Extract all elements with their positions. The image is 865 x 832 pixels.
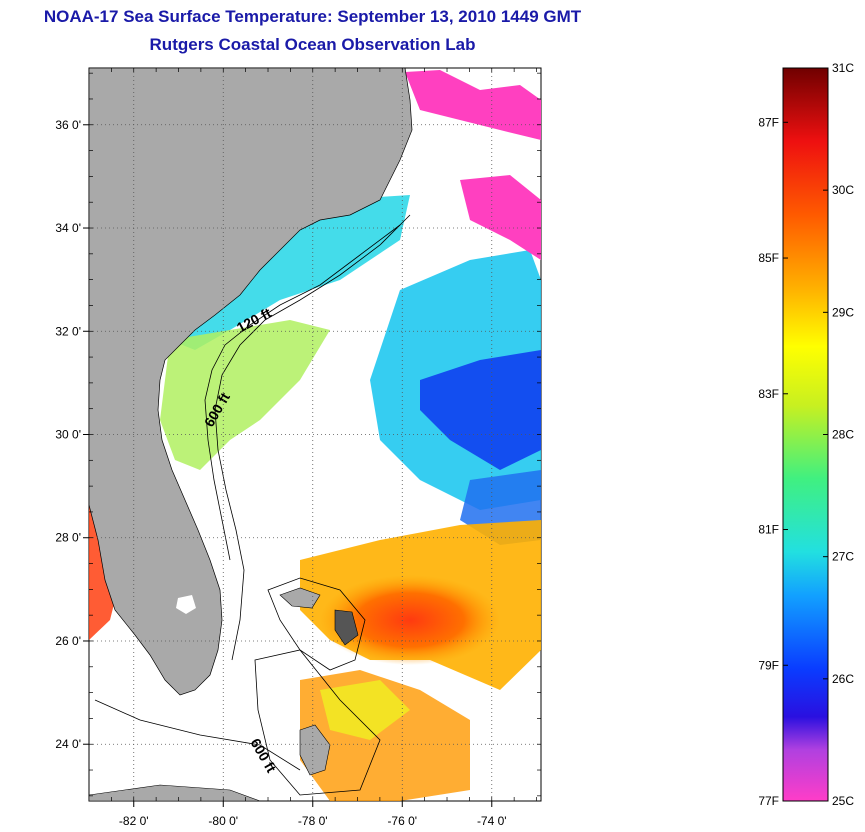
sst-yellow-patch <box>320 680 410 740</box>
colorbar-f-label: 79F <box>758 658 779 672</box>
colorbar-c-label: 29C <box>832 305 854 319</box>
sst-pink-east <box>460 175 541 260</box>
sst-offshore-blue <box>420 350 541 470</box>
colorbar-ticks: 25C 26C 27C 28C 29C 30C 31C 77F 79F 81F 83F 85F 87F <box>758 61 854 808</box>
colorbar-c-label: 30C <box>832 183 854 197</box>
map-grid <box>89 68 541 801</box>
colorbar-f-label: 77F <box>758 794 779 808</box>
map-title: NOAA-17 Sea Surface Temperature: Septemb… <box>43 7 582 26</box>
colorbar-f-label: 81F <box>758 523 779 537</box>
colorbar-c-label: 27C <box>832 550 854 564</box>
map-axis-ticks: -82 0' -80 0' -78 0' -76 0' -74 0' 24 0' 26 0'… <box>55 68 541 828</box>
cuba-edge <box>88 784 261 802</box>
y-tick-label: 26 0' <box>55 634 81 648</box>
contour-bahamas <box>267 577 366 671</box>
sst-pink-north <box>405 70 541 140</box>
us-mainland <box>88 67 413 696</box>
y-tick-label: 28 0' <box>55 531 81 545</box>
x-tick-label: -80 0' <box>208 814 238 828</box>
contour-120ft <box>204 224 401 561</box>
contour-600ft <box>214 214 411 661</box>
y-tick-label: 34 0' <box>55 221 81 235</box>
x-tick-label: -78 0' <box>298 814 328 828</box>
colorbar-f-label: 87F <box>758 115 779 129</box>
bahamas-andros <box>299 724 331 776</box>
colorbar-scale <box>782 67 829 802</box>
colorbar-f-label: 85F <box>758 251 779 265</box>
sst-green-band <box>160 320 330 470</box>
colorbar-c-label: 31C <box>832 61 854 75</box>
lake-okeechobee <box>176 595 196 614</box>
sst-warm-core <box>320 575 500 665</box>
land-mass <box>88 67 413 802</box>
y-tick-label: 36 0' <box>55 118 81 132</box>
y-tick-label: 24 0' <box>55 737 81 751</box>
colorbar-c-label: 25C <box>832 794 854 808</box>
colorbar: 25C 26C 27C 28C 29C 30C 31C 77F 79F 81F 83F 85F 87F <box>758 61 854 808</box>
map-subtitle: Rutgers Coastal Ocean Observation Lab <box>149 35 476 54</box>
x-tick-label: -82 0' <box>119 814 149 828</box>
colorbar-c-label: 26C <box>832 672 854 686</box>
x-tick-label: -74 0' <box>477 814 507 828</box>
sst-field <box>89 70 541 801</box>
y-tick-label: 30 0' <box>55 428 81 442</box>
contour-keys <box>94 699 301 771</box>
x-tick-label: -76 0' <box>387 814 417 828</box>
contour-bahamas-south <box>254 649 381 796</box>
bahamas-abaco <box>334 609 359 646</box>
sst-coastal-band <box>170 195 410 350</box>
depth-contours <box>94 214 411 796</box>
colorbar-c-label: 28C <box>832 428 854 442</box>
bahamas-grand <box>279 587 321 609</box>
y-tick-label: 32 0' <box>55 324 81 338</box>
colorbar-f-label: 83F <box>758 387 779 401</box>
